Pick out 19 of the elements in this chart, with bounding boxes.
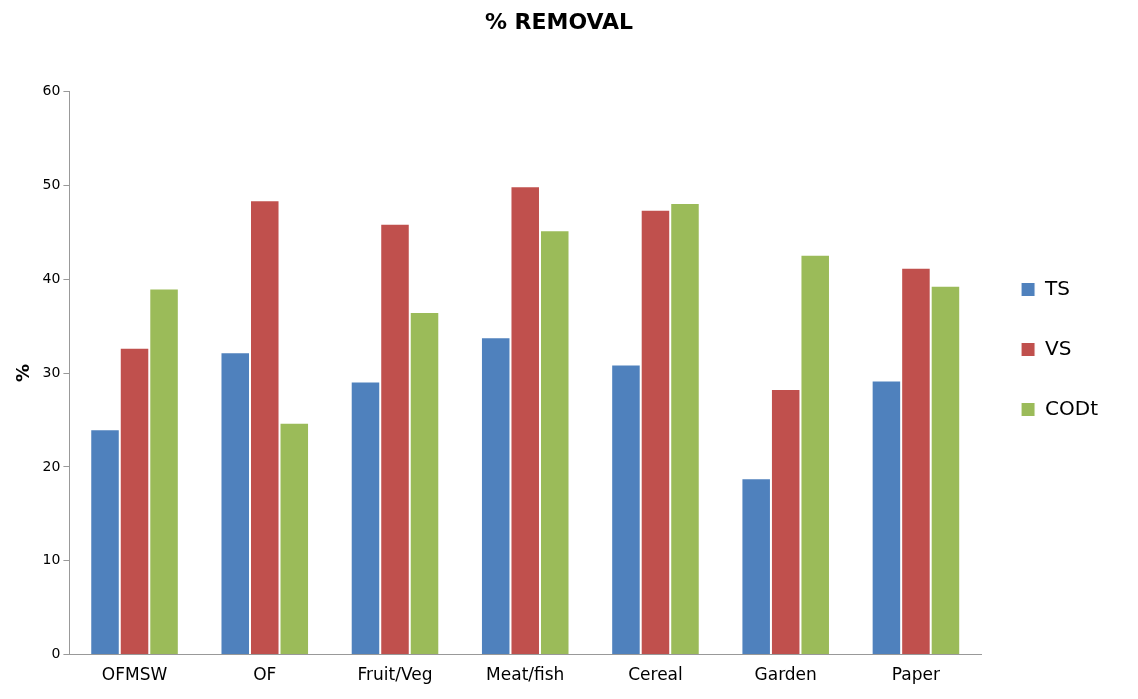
y-tick-label: 40 — [42, 269, 61, 286]
y-tick-label: 60 — [42, 82, 61, 99]
y-tick-label: 10 — [42, 551, 61, 568]
y-tick-label: 50 — [42, 175, 61, 192]
x-tick-label: Cereal — [628, 664, 683, 685]
y-tick-label: 30 — [42, 363, 61, 380]
legend-label: CODt — [1045, 395, 1099, 420]
x-tick-label: Fruit/Veg — [357, 664, 433, 685]
legend-label: VS — [1045, 335, 1072, 360]
x-tick-label: OF — [253, 664, 277, 685]
chart-title: % REMOVAL — [484, 8, 634, 34]
x-tick-label: OFMSW — [101, 664, 168, 685]
legend-label: TS — [1044, 275, 1070, 300]
y-tick-label: 0 — [51, 645, 61, 662]
x-tick-label: Garden — [754, 664, 817, 685]
y-tick-label: 20 — [42, 457, 61, 474]
y-axis-title: % — [12, 363, 34, 383]
x-tick-label: Paper — [891, 664, 941, 685]
x-tick-label: Meat/fish — [486, 664, 565, 685]
